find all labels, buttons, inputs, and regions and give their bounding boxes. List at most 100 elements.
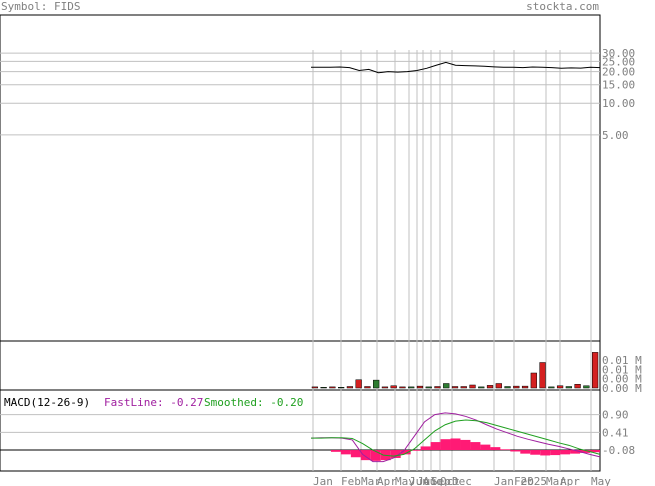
macd-histogram-bar (550, 450, 561, 456)
x-tick-label: Mar (546, 475, 566, 486)
x-tick-label: Jan (313, 475, 333, 486)
macd-histogram-bar (330, 450, 341, 452)
macd-histogram-bar (410, 450, 421, 451)
site-label: stockta.com (526, 0, 599, 13)
x-tick-label: Apr (560, 475, 580, 486)
volume-tick-label: 0.01 M (602, 354, 642, 367)
x-tick-label: Apr (377, 475, 397, 486)
x-tick-label: Feb (514, 475, 534, 486)
x-tick-label: Dec (452, 475, 472, 486)
volume-bar (425, 386, 432, 389)
macd-histogram-bar (510, 450, 521, 452)
volume-bar (530, 372, 537, 389)
volume-panel: 0.01 M0.01 M0.00 M0.00 M (311, 352, 642, 395)
volume-bar (416, 385, 424, 389)
macd-histogram-bar (390, 450, 401, 458)
x-tick-label: Aug (423, 475, 443, 486)
smoothed-label: Smoothed: -0.20 (204, 396, 303, 409)
volume-bar (364, 386, 371, 389)
volume-bar (329, 386, 336, 389)
macd-histogram-bar (420, 446, 431, 451)
x-tick-label: Mar (361, 475, 381, 486)
volume-bar (460, 386, 467, 389)
volume-bar (513, 385, 520, 389)
macd-histogram-bar (570, 450, 581, 454)
volume-bar (539, 362, 546, 389)
macd-histogram-bar (450, 438, 461, 451)
macd-histogram-bar (540, 450, 551, 456)
x-tick-label: May (395, 475, 415, 486)
macd-histogram-bar (460, 439, 471, 451)
volume-bar (451, 386, 459, 389)
volume-bar (583, 385, 590, 389)
volume-bar (346, 386, 354, 389)
macd-histogram-bar (490, 447, 501, 451)
price-tick-label: 10.00 (602, 97, 635, 110)
volume-bar (548, 386, 555, 389)
chart-frame (0, 14, 601, 472)
macd-histogram-bar (560, 450, 571, 455)
volume-bar (486, 385, 494, 389)
macd-histogram-bar (430, 442, 441, 451)
horizontal-gridlines (0, 52, 600, 136)
macd-histogram-bar (400, 450, 411, 455)
macd-title: MACD(12-26-9) (4, 396, 90, 409)
price-tick-label: 25.00 (602, 55, 635, 68)
macd-histogram-bar (520, 450, 531, 454)
volume-bar (495, 383, 502, 389)
volume-bar (478, 386, 485, 389)
price-line (311, 61, 601, 74)
volume-tick-label: 0.00 M (602, 382, 642, 395)
price-tick-label: 20.00 (602, 66, 635, 79)
x-tick-label: Sep (431, 475, 451, 486)
volume-tick-label: 0.00 M (602, 373, 642, 386)
macd-histogram-bar (580, 450, 591, 453)
volume-bar (373, 379, 380, 389)
macd-histogram-bar (340, 450, 351, 455)
macd-line-fastline (310, 412, 601, 463)
volume-bar (399, 386, 406, 389)
macd-histogram-bar (360, 450, 371, 461)
price-tick-label: 15.00 (602, 79, 635, 92)
x-tick-label: Jun (409, 475, 429, 486)
macd-histogram-bar (530, 450, 541, 455)
volume-bar (355, 379, 362, 389)
macd-histogram-bar (480, 444, 491, 451)
volume-bar (469, 384, 476, 389)
vertical-gridlines (312, 50, 592, 471)
macd-histogram-bar (590, 450, 600, 453)
macd-histogram-bar (370, 450, 381, 461)
volume-bar (390, 385, 397, 389)
x-tick-label: Feb (341, 475, 361, 486)
price-tick-label: 30.00 (602, 47, 635, 60)
volume-bar (434, 386, 441, 389)
macd-histogram-bar (470, 442, 481, 451)
volume-bar (591, 352, 599, 389)
volume-bar (574, 384, 581, 389)
x-tick-label: Jan 2025 (494, 475, 547, 486)
volume-tick-label: 0.01 M (602, 363, 642, 376)
macd-tick-label: -0.08 (602, 444, 635, 457)
volume-bar (556, 385, 564, 389)
volume-bar (320, 387, 327, 389)
x-tick-label: Jul (417, 475, 437, 486)
macd-tick-label: 0.41 (602, 426, 629, 439)
x-tick-label: Oct (440, 475, 460, 486)
volume-bar (443, 383, 450, 389)
volume-bar (521, 385, 529, 389)
symbol-label: Symbol: FIDS (1, 0, 80, 13)
macd-histogram-bar (500, 449, 511, 451)
volume-bar (381, 386, 389, 389)
volume-bar (565, 386, 572, 389)
price-tick-label: 5.00 (602, 129, 629, 142)
volume-bar (338, 387, 345, 389)
macd-panel: 0.90 0.41 -0.08 (0, 409, 635, 463)
volume-bar (504, 386, 511, 389)
macd-histogram-bar (440, 439, 451, 451)
macd-tick-label: 0.90 (602, 409, 629, 422)
volume-bar (311, 386, 319, 389)
macd-line-smoothed (311, 419, 601, 457)
macd-histogram-bar (350, 450, 361, 458)
